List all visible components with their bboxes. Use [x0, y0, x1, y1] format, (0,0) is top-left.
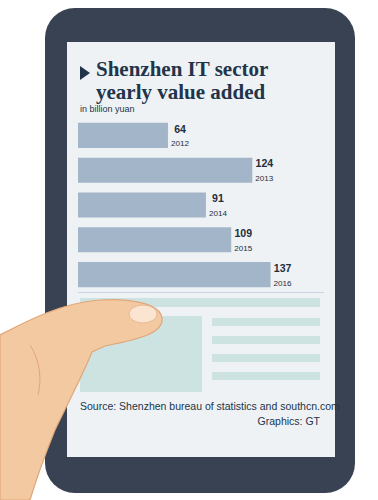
svg-text:1372016: 1372016: [274, 262, 293, 288]
html-text:in billion yuan: in billion yuan: [80, 104, 135, 114]
svg-text:912014: 912014: [209, 192, 228, 218]
html-text:Source: Shenzhen bureau of sta: Source: Shenzhen bureau of statistics an…: [80, 400, 340, 412]
html-text:Shenzhen IT sector yearly valu: Shenzhen IT sector yearly value added: [96, 57, 268, 104]
svg-text:1242013: 1242013: [255, 157, 274, 183]
html-text:Graphics: GT: Graphics: GT: [257, 415, 320, 427]
svg-text:1092015: 1092015: [234, 227, 253, 253]
svg-text:642012: 642012: [171, 123, 190, 149]
